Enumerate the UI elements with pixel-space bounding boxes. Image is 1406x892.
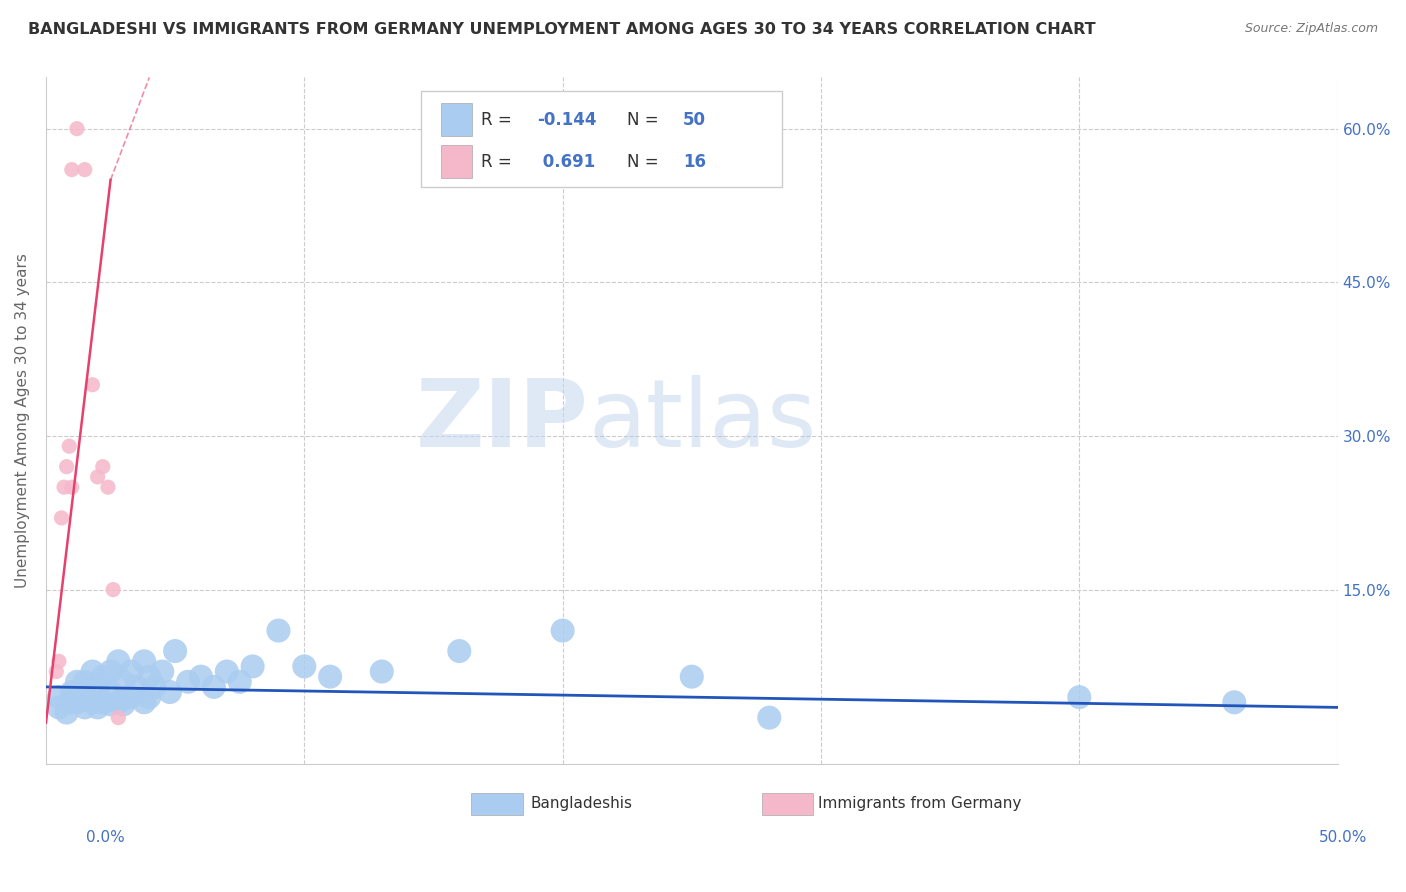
Text: Immigrants from Germany: Immigrants from Germany — [818, 796, 1022, 811]
Point — [60, 480, 83, 494]
Point — [242, 659, 264, 673]
FancyBboxPatch shape — [441, 145, 472, 178]
Point — [82, 665, 104, 679]
Point — [120, 690, 142, 705]
Point — [267, 624, 290, 638]
Point — [681, 670, 703, 684]
Point — [48, 700, 70, 714]
Point — [66, 121, 89, 136]
Point — [190, 670, 212, 684]
Point — [82, 695, 104, 709]
Point — [107, 711, 129, 725]
Point — [86, 470, 108, 484]
Text: 0.0%: 0.0% — [86, 830, 125, 845]
FancyBboxPatch shape — [441, 103, 472, 136]
Text: N =: N = — [627, 153, 664, 170]
Point — [112, 698, 135, 712]
Point — [48, 654, 70, 668]
Text: BANGLADESHI VS IMMIGRANTS FROM GERMANY UNEMPLOYMENT AMONG AGES 30 TO 34 YEARS CO: BANGLADESHI VS IMMIGRANTS FROM GERMANY U… — [28, 22, 1095, 37]
FancyBboxPatch shape — [420, 91, 782, 187]
Point — [112, 674, 135, 689]
Point — [45, 665, 67, 679]
Point — [120, 665, 142, 679]
Point — [202, 680, 225, 694]
Point — [73, 685, 96, 699]
Point — [107, 654, 129, 668]
Point — [138, 670, 160, 684]
Text: 16: 16 — [683, 153, 706, 170]
Point — [134, 654, 156, 668]
Point — [371, 665, 394, 679]
Point — [60, 685, 83, 699]
Point — [82, 377, 104, 392]
Point — [86, 700, 108, 714]
Point — [177, 674, 200, 689]
Point — [758, 711, 780, 725]
Point — [97, 480, 120, 494]
Text: 50: 50 — [683, 111, 706, 128]
Point — [100, 698, 122, 712]
Point — [66, 695, 89, 709]
Point — [551, 624, 574, 638]
Text: R =: R = — [481, 111, 517, 128]
Point — [292, 659, 315, 673]
Point — [86, 680, 108, 694]
Point — [228, 674, 250, 689]
Text: N =: N = — [627, 111, 664, 128]
Point — [91, 459, 114, 474]
Point — [107, 695, 129, 709]
FancyBboxPatch shape — [471, 793, 523, 814]
Point — [143, 680, 166, 694]
Text: R =: R = — [481, 153, 517, 170]
Point — [58, 439, 80, 453]
Point — [73, 674, 96, 689]
Point — [134, 695, 156, 709]
FancyBboxPatch shape — [762, 793, 813, 814]
Point — [215, 665, 238, 679]
Text: 0.691: 0.691 — [537, 153, 595, 170]
Text: -0.144: -0.144 — [537, 111, 596, 128]
Point — [319, 670, 342, 684]
Point — [48, 690, 70, 705]
Point — [66, 674, 89, 689]
Point — [55, 459, 77, 474]
Point — [159, 685, 181, 699]
Point — [55, 706, 77, 720]
Point — [125, 680, 148, 694]
Point — [1069, 690, 1091, 705]
Point — [60, 162, 83, 177]
Text: 50.0%: 50.0% — [1319, 830, 1367, 845]
Point — [91, 695, 114, 709]
Text: ZIP: ZIP — [416, 375, 589, 467]
Point — [91, 670, 114, 684]
Point — [73, 700, 96, 714]
Point — [1223, 695, 1246, 709]
Point — [60, 695, 83, 709]
Text: Bangladeshis: Bangladeshis — [530, 796, 633, 811]
Point — [73, 162, 96, 177]
Point — [100, 685, 122, 699]
Point — [101, 582, 124, 597]
Text: Source: ZipAtlas.com: Source: ZipAtlas.com — [1244, 22, 1378, 36]
Text: atlas: atlas — [589, 375, 817, 467]
Point — [53, 480, 76, 494]
Point — [51, 511, 73, 525]
Y-axis label: Unemployment Among Ages 30 to 34 years: Unemployment Among Ages 30 to 34 years — [15, 253, 30, 588]
Point — [449, 644, 471, 658]
Point — [100, 665, 122, 679]
Point — [165, 644, 187, 658]
Point — [138, 690, 160, 705]
Point — [150, 665, 173, 679]
